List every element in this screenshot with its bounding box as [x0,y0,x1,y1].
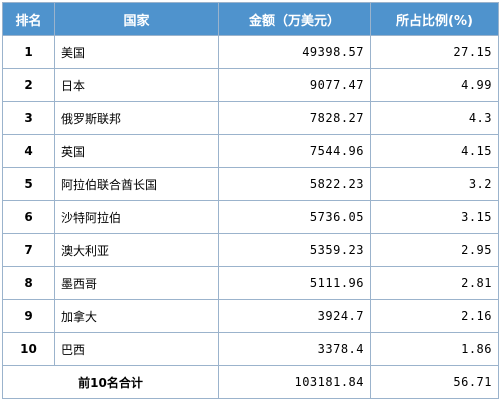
country-ranking-table: 排名 国家 金额（万美元） 所占比例(%) 1 美国 49398.57 27.1… [2,2,499,399]
amount-cell: 5736.05 [218,200,371,234]
total-row: 前10名合计 103181.84 56.71 [2,365,499,399]
amount-cell: 5822.23 [218,167,371,201]
share-cell: 27.15 [370,35,499,69]
rank-cell: 4 [2,134,55,168]
header-country: 国家 [54,2,219,36]
table-row: 8 墨西哥 5111.96 2.81 [2,266,499,300]
amount-cell: 7544.96 [218,134,371,168]
rank-cell: 8 [2,266,55,300]
rank-cell: 1 [2,35,55,69]
rank-cell: 7 [2,233,55,267]
rank-cell: 3 [2,101,55,135]
table-row: 3 俄罗斯联邦 7828.27 4.3 [2,101,499,135]
country-cell: 沙特阿拉伯 [54,200,219,234]
table-row: 2 日本 9077.47 4.99 [2,68,499,102]
rank-cell: 6 [2,200,55,234]
country-cell: 俄罗斯联邦 [54,101,219,135]
country-cell: 阿拉伯联合酋长国 [54,167,219,201]
table-row: 7 澳大利亚 5359.23 2.95 [2,233,499,267]
country-cell: 美国 [54,35,219,69]
share-cell: 1.86 [370,332,499,366]
share-cell: 2.81 [370,266,499,300]
table-row: 5 阿拉伯联合酋长国 5822.23 3.2 [2,167,499,201]
rank-cell: 5 [2,167,55,201]
share-cell: 4.15 [370,134,499,168]
table-header-row: 排名 国家 金额（万美元） 所占比例(%) [2,2,499,36]
country-cell: 巴西 [54,332,219,366]
country-cell: 加拿大 [54,299,219,333]
rank-cell: 2 [2,68,55,102]
total-amount: 103181.84 [218,365,371,399]
table-row: 1 美国 49398.57 27.15 [2,35,499,69]
table-row: 10 巴西 3378.4 1.86 [2,332,499,366]
share-cell: 4.3 [370,101,499,135]
amount-cell: 3924.7 [218,299,371,333]
country-cell: 墨西哥 [54,266,219,300]
rank-cell: 10 [2,332,55,366]
header-amount: 金额（万美元） [218,2,371,36]
table-row: 9 加拿大 3924.7 2.16 [2,299,499,333]
header-rank: 排名 [2,2,55,36]
amount-cell: 5359.23 [218,233,371,267]
total-label: 前10名合计 [2,365,219,399]
share-cell: 4.99 [370,68,499,102]
amount-cell: 7828.27 [218,101,371,135]
share-cell: 3.2 [370,167,499,201]
share-cell: 2.95 [370,233,499,267]
share-cell: 2.16 [370,299,499,333]
amount-cell: 9077.47 [218,68,371,102]
table-row: 6 沙特阿拉伯 5736.05 3.15 [2,200,499,234]
header-share: 所占比例(%) [370,2,499,36]
amount-cell: 49398.57 [218,35,371,69]
total-share: 56.71 [370,365,499,399]
amount-cell: 5111.96 [218,266,371,300]
rank-cell: 9 [2,299,55,333]
table-row: 4 英国 7544.96 4.15 [2,134,499,168]
country-cell: 澳大利亚 [54,233,219,267]
amount-cell: 3378.4 [218,332,371,366]
country-cell: 英国 [54,134,219,168]
share-cell: 3.15 [370,200,499,234]
country-cell: 日本 [54,68,219,102]
